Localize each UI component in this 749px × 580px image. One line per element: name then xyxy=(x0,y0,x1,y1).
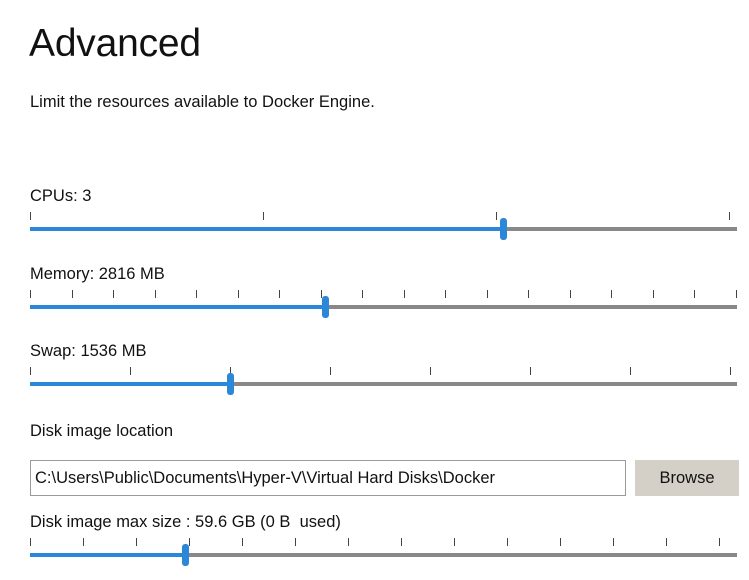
slider-tick xyxy=(72,290,73,298)
slider-tick xyxy=(445,290,446,298)
slider-tick xyxy=(189,538,190,546)
memory-slider[interactable] xyxy=(30,290,737,322)
browse-button[interactable]: Browse xyxy=(635,460,739,496)
slider-tick xyxy=(430,367,431,375)
swap-slider-ticks xyxy=(30,367,737,376)
memory-slider-ticks xyxy=(30,290,737,299)
slider-tick xyxy=(613,538,614,546)
swap-slider-track[interactable] xyxy=(30,382,737,386)
slider-tick xyxy=(528,290,529,298)
slider-tick xyxy=(279,290,280,298)
slider-tick xyxy=(404,290,405,298)
slider-tick xyxy=(653,290,654,298)
slider-tick xyxy=(730,367,731,375)
slider-tick xyxy=(230,367,231,375)
slider-tick xyxy=(454,538,455,546)
disk-image-max-size-label: Disk image max size : 59.6 GB (0 B used) xyxy=(30,513,341,531)
slider-tick xyxy=(130,367,131,375)
slider-tick xyxy=(719,538,720,546)
slider-tick xyxy=(507,538,508,546)
disk-image-max-size-track[interactable] xyxy=(30,553,737,557)
disk-image-location-label: Disk image location xyxy=(30,422,174,440)
slider-tick xyxy=(321,290,322,298)
slider-tick xyxy=(155,290,156,298)
slider-tick xyxy=(113,290,114,298)
slider-tick xyxy=(729,212,730,220)
slider-tick xyxy=(30,212,31,220)
slider-tick xyxy=(401,538,402,546)
slider-tick xyxy=(196,290,197,298)
slider-tick xyxy=(263,212,264,220)
memory-slider-fill xyxy=(30,305,325,309)
slider-tick xyxy=(136,538,137,546)
slider-tick xyxy=(330,367,331,375)
cpus-slider[interactable] xyxy=(30,212,737,244)
disk-image-location-input[interactable] xyxy=(30,460,626,496)
slider-tick xyxy=(295,538,296,546)
slider-tick xyxy=(83,538,84,546)
slider-tick xyxy=(736,290,737,298)
memory-slider-track[interactable] xyxy=(30,305,737,309)
slider-tick xyxy=(487,290,488,298)
disk-image-max-size-ticks xyxy=(30,538,737,547)
slider-tick xyxy=(611,290,612,298)
slider-tick xyxy=(30,538,31,546)
swap-slider-fill xyxy=(30,382,231,386)
slider-tick xyxy=(348,538,349,546)
slider-tick xyxy=(30,290,31,298)
disk-image-max-size-thumb[interactable] xyxy=(181,544,189,566)
slider-tick xyxy=(694,290,695,298)
swap-slider-thumb[interactable] xyxy=(227,373,235,395)
slider-tick xyxy=(30,367,31,375)
slider-tick xyxy=(570,290,571,298)
page-title: Advanced xyxy=(29,22,201,65)
disk-image-max-size-slider[interactable] xyxy=(30,538,737,570)
memory-slider-thumb[interactable] xyxy=(321,296,329,318)
slider-tick xyxy=(496,212,497,220)
slider-tick xyxy=(242,538,243,546)
cpus-slider-thumb[interactable] xyxy=(499,218,507,240)
slider-tick xyxy=(666,538,667,546)
cpus-slider-label: CPUs: 3 xyxy=(30,187,92,205)
disk-image-max-size-fill xyxy=(30,553,185,557)
slider-tick xyxy=(238,290,239,298)
cpus-slider-ticks xyxy=(30,212,737,221)
swap-slider-label: Swap: 1536 MB xyxy=(30,342,147,360)
slider-tick xyxy=(530,367,531,375)
slider-tick xyxy=(630,367,631,375)
page-subtitle: Limit the resources available to Docker … xyxy=(30,93,375,111)
slider-tick xyxy=(560,538,561,546)
memory-slider-label: Memory: 2816 MB xyxy=(30,265,165,283)
cpus-slider-track[interactable] xyxy=(30,227,737,231)
cpus-slider-fill xyxy=(30,227,503,231)
swap-slider[interactable] xyxy=(30,367,737,399)
slider-tick xyxy=(362,290,363,298)
